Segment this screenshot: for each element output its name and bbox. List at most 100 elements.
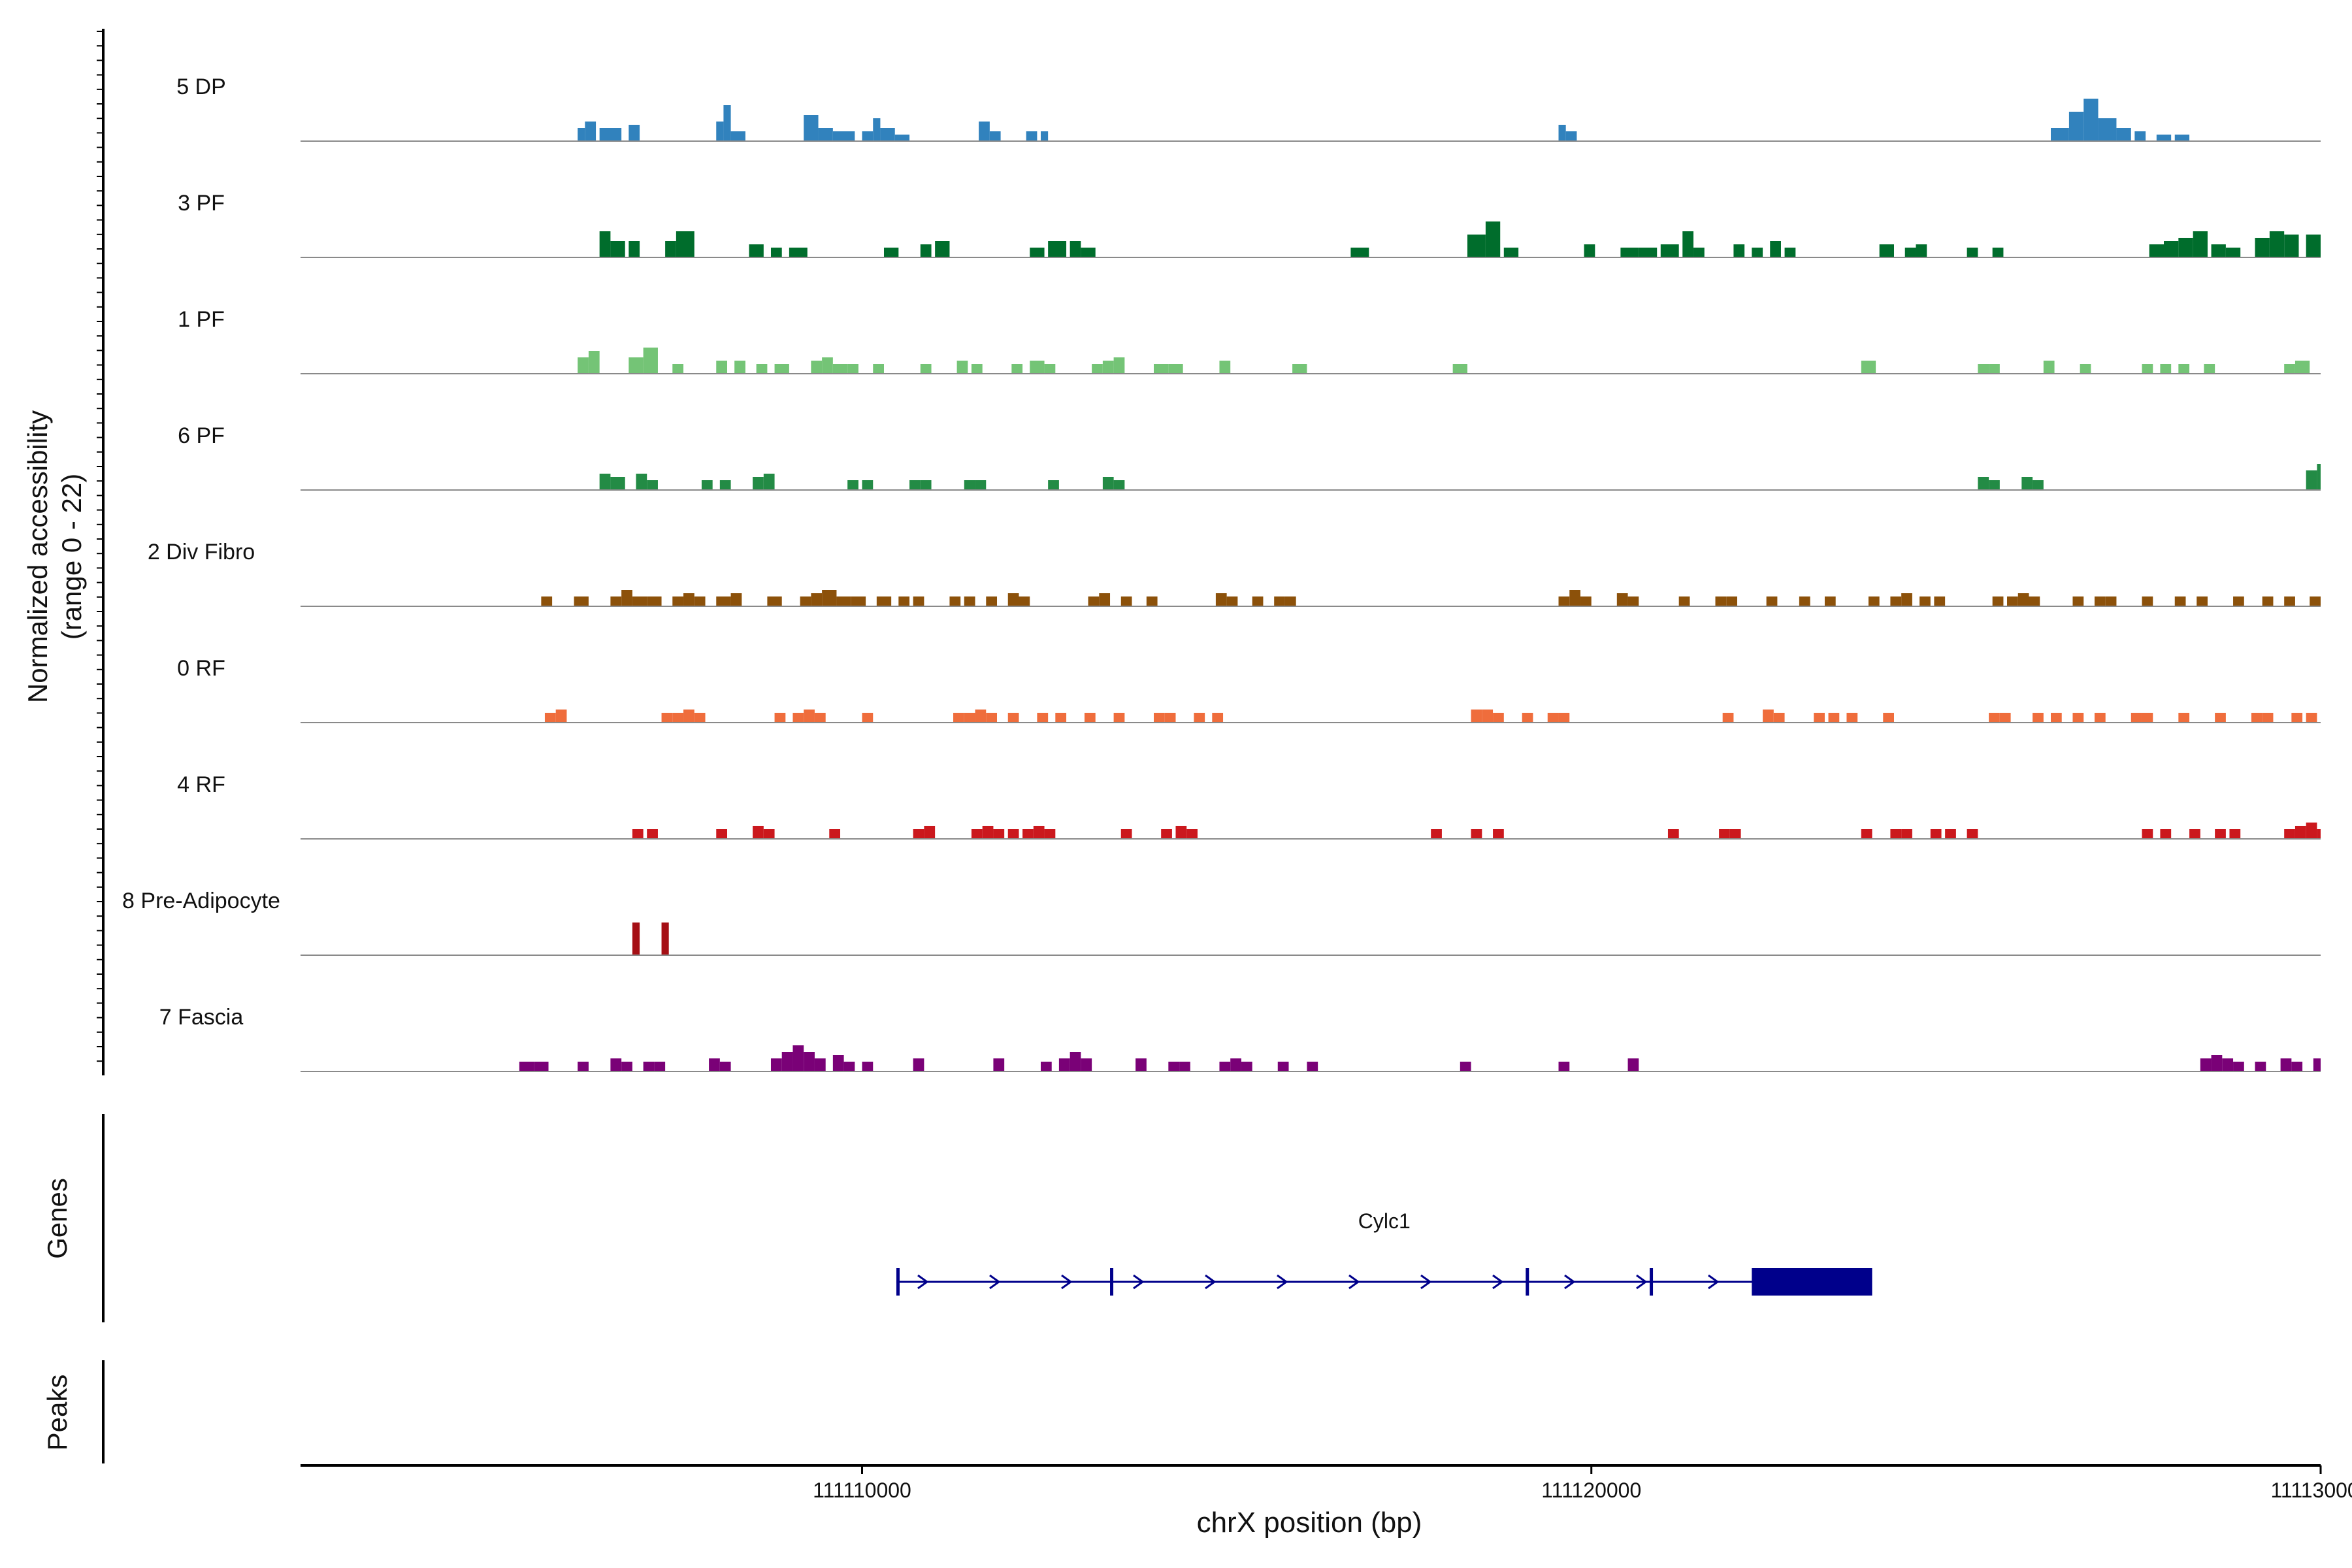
coverage-bar: [1799, 596, 1810, 606]
coverage-bar: [574, 596, 589, 606]
strand-arrow: [1205, 1274, 1217, 1290]
coverage-bar: [847, 364, 858, 374]
coverage-bar: [2306, 713, 2317, 723]
coverage-bar: [2094, 713, 2106, 723]
coverage-bar: [913, 1058, 924, 1071]
coverage-bar: [1558, 125, 1566, 141]
coverage-bar: [843, 1062, 855, 1071]
coverage-bar: [694, 713, 706, 723]
coverage-bar: [2251, 713, 2262, 723]
strand-arrow: [1708, 1274, 1720, 1290]
gene-exon: [1526, 1268, 1529, 1296]
coverage-bar: [1154, 713, 1165, 723]
coverage-bar: [629, 125, 640, 141]
coverage-bar: [2215, 829, 2226, 839]
coverage-bar: [2098, 118, 2117, 141]
coverage-bar: [2131, 713, 2142, 723]
coverage-bar: [1081, 1058, 1092, 1071]
coverage-bar: [578, 357, 589, 374]
coverage-bar: [2174, 596, 2186, 606]
coverage-bar: [1471, 710, 1482, 723]
coverage-bar: [1580, 596, 1592, 606]
coverage-bar: [1565, 131, 1577, 141]
coverage-bar: [792, 1045, 804, 1071]
coverage-bar: [2291, 1062, 2303, 1071]
coverage-bar: [555, 710, 567, 723]
coverage-bar: [2262, 713, 2274, 723]
coverage-bar: [1037, 713, 1049, 723]
coverage-bar: [709, 1058, 720, 1071]
coverage-bar: [989, 131, 1001, 141]
track-label: 1 PF: [178, 307, 225, 332]
coverage-y-axis: [97, 29, 105, 1075]
coverage-bar: [1019, 596, 1030, 606]
coverage-bar: [953, 713, 964, 723]
gene-model: Cylc1: [896, 1209, 1872, 1296]
coverage-bar: [1729, 829, 1741, 839]
track-5-dp: 5 DP: [176, 74, 2321, 142]
coverage-bar: [956, 361, 968, 374]
coverage-bar: [1113, 713, 1125, 723]
coverage-bar: [949, 596, 961, 606]
coverage-bar: [829, 829, 841, 839]
coverage-bar: [730, 593, 742, 606]
coverage-bar: [2222, 1058, 2234, 1071]
coverage-bar: [2291, 713, 2303, 723]
track-label: 0 RF: [177, 656, 225, 681]
gene-name: Cylc1: [1358, 1209, 1411, 1233]
coverage-bar: [2211, 1055, 2223, 1071]
coverage-bar: [935, 241, 950, 257]
coverage-bar: [647, 596, 662, 606]
coverage-bar: [876, 596, 892, 606]
gene-exon: [896, 1268, 900, 1296]
coverage-bar: [2178, 713, 2190, 723]
coverage-bar: [1945, 829, 1956, 839]
coverage-bar: [734, 361, 745, 374]
coverage-bar: [2072, 713, 2084, 723]
coverage-bar: [1558, 596, 1570, 606]
coverage-bar: [1219, 361, 1231, 374]
coverage-bar: [1044, 364, 1056, 374]
strand-arrow: [1133, 1274, 1145, 1290]
coverage-bar: [578, 128, 585, 141]
coverage-bar: [792, 713, 804, 723]
coverage-bar: [975, 710, 987, 723]
coverage-bar: [2193, 231, 2208, 257]
coverage-bar: [2317, 464, 2321, 490]
coverage-bar: [2284, 829, 2295, 839]
coverage-bar: [2029, 596, 2040, 606]
coverage-bar: [723, 105, 731, 141]
coverage-bar: [753, 826, 764, 839]
coverage-bar: [971, 364, 983, 374]
coverage-bar: [753, 477, 764, 490]
strand-arrow: [1420, 1274, 1432, 1290]
coverage-bar: [636, 474, 647, 490]
coverage-bar: [621, 590, 632, 606]
coverage-bar: [632, 829, 644, 839]
coverage-bar: [847, 480, 858, 490]
coverage-bar: [544, 713, 556, 723]
coverage-bar: [676, 231, 694, 257]
coverage-bar: [578, 1062, 589, 1071]
x-tick-label: 111130000: [2270, 1478, 2352, 1502]
coverage-bar: [1482, 710, 1494, 723]
strand-arrow: [989, 1274, 1001, 1290]
genes-axis-label: Genes: [42, 1178, 73, 1259]
coverage-bar: [1292, 364, 1307, 374]
track-1-pf: 1 PF: [178, 307, 2321, 374]
gene-exon: [1752, 1268, 1872, 1296]
coverage-bar: [832, 131, 855, 141]
gene-exon: [1650, 1268, 1654, 1296]
coverage-bar: [1861, 829, 1872, 839]
coverage-bar: [862, 131, 874, 141]
coverage-bar: [1584, 244, 1595, 257]
coverage-bar: [1048, 241, 1067, 257]
coverage-bar: [1113, 357, 1125, 374]
x-tick-label: 111110000: [813, 1478, 911, 1502]
coverage-bar: [1033, 826, 1045, 839]
x-axis: 111110000 111120000 111130000: [301, 1464, 2352, 1502]
coverage-bar: [1770, 241, 1781, 257]
coverage-bar: [804, 710, 815, 723]
coverage-bar: [1030, 361, 1045, 374]
coverage-bar: [2215, 713, 2226, 723]
